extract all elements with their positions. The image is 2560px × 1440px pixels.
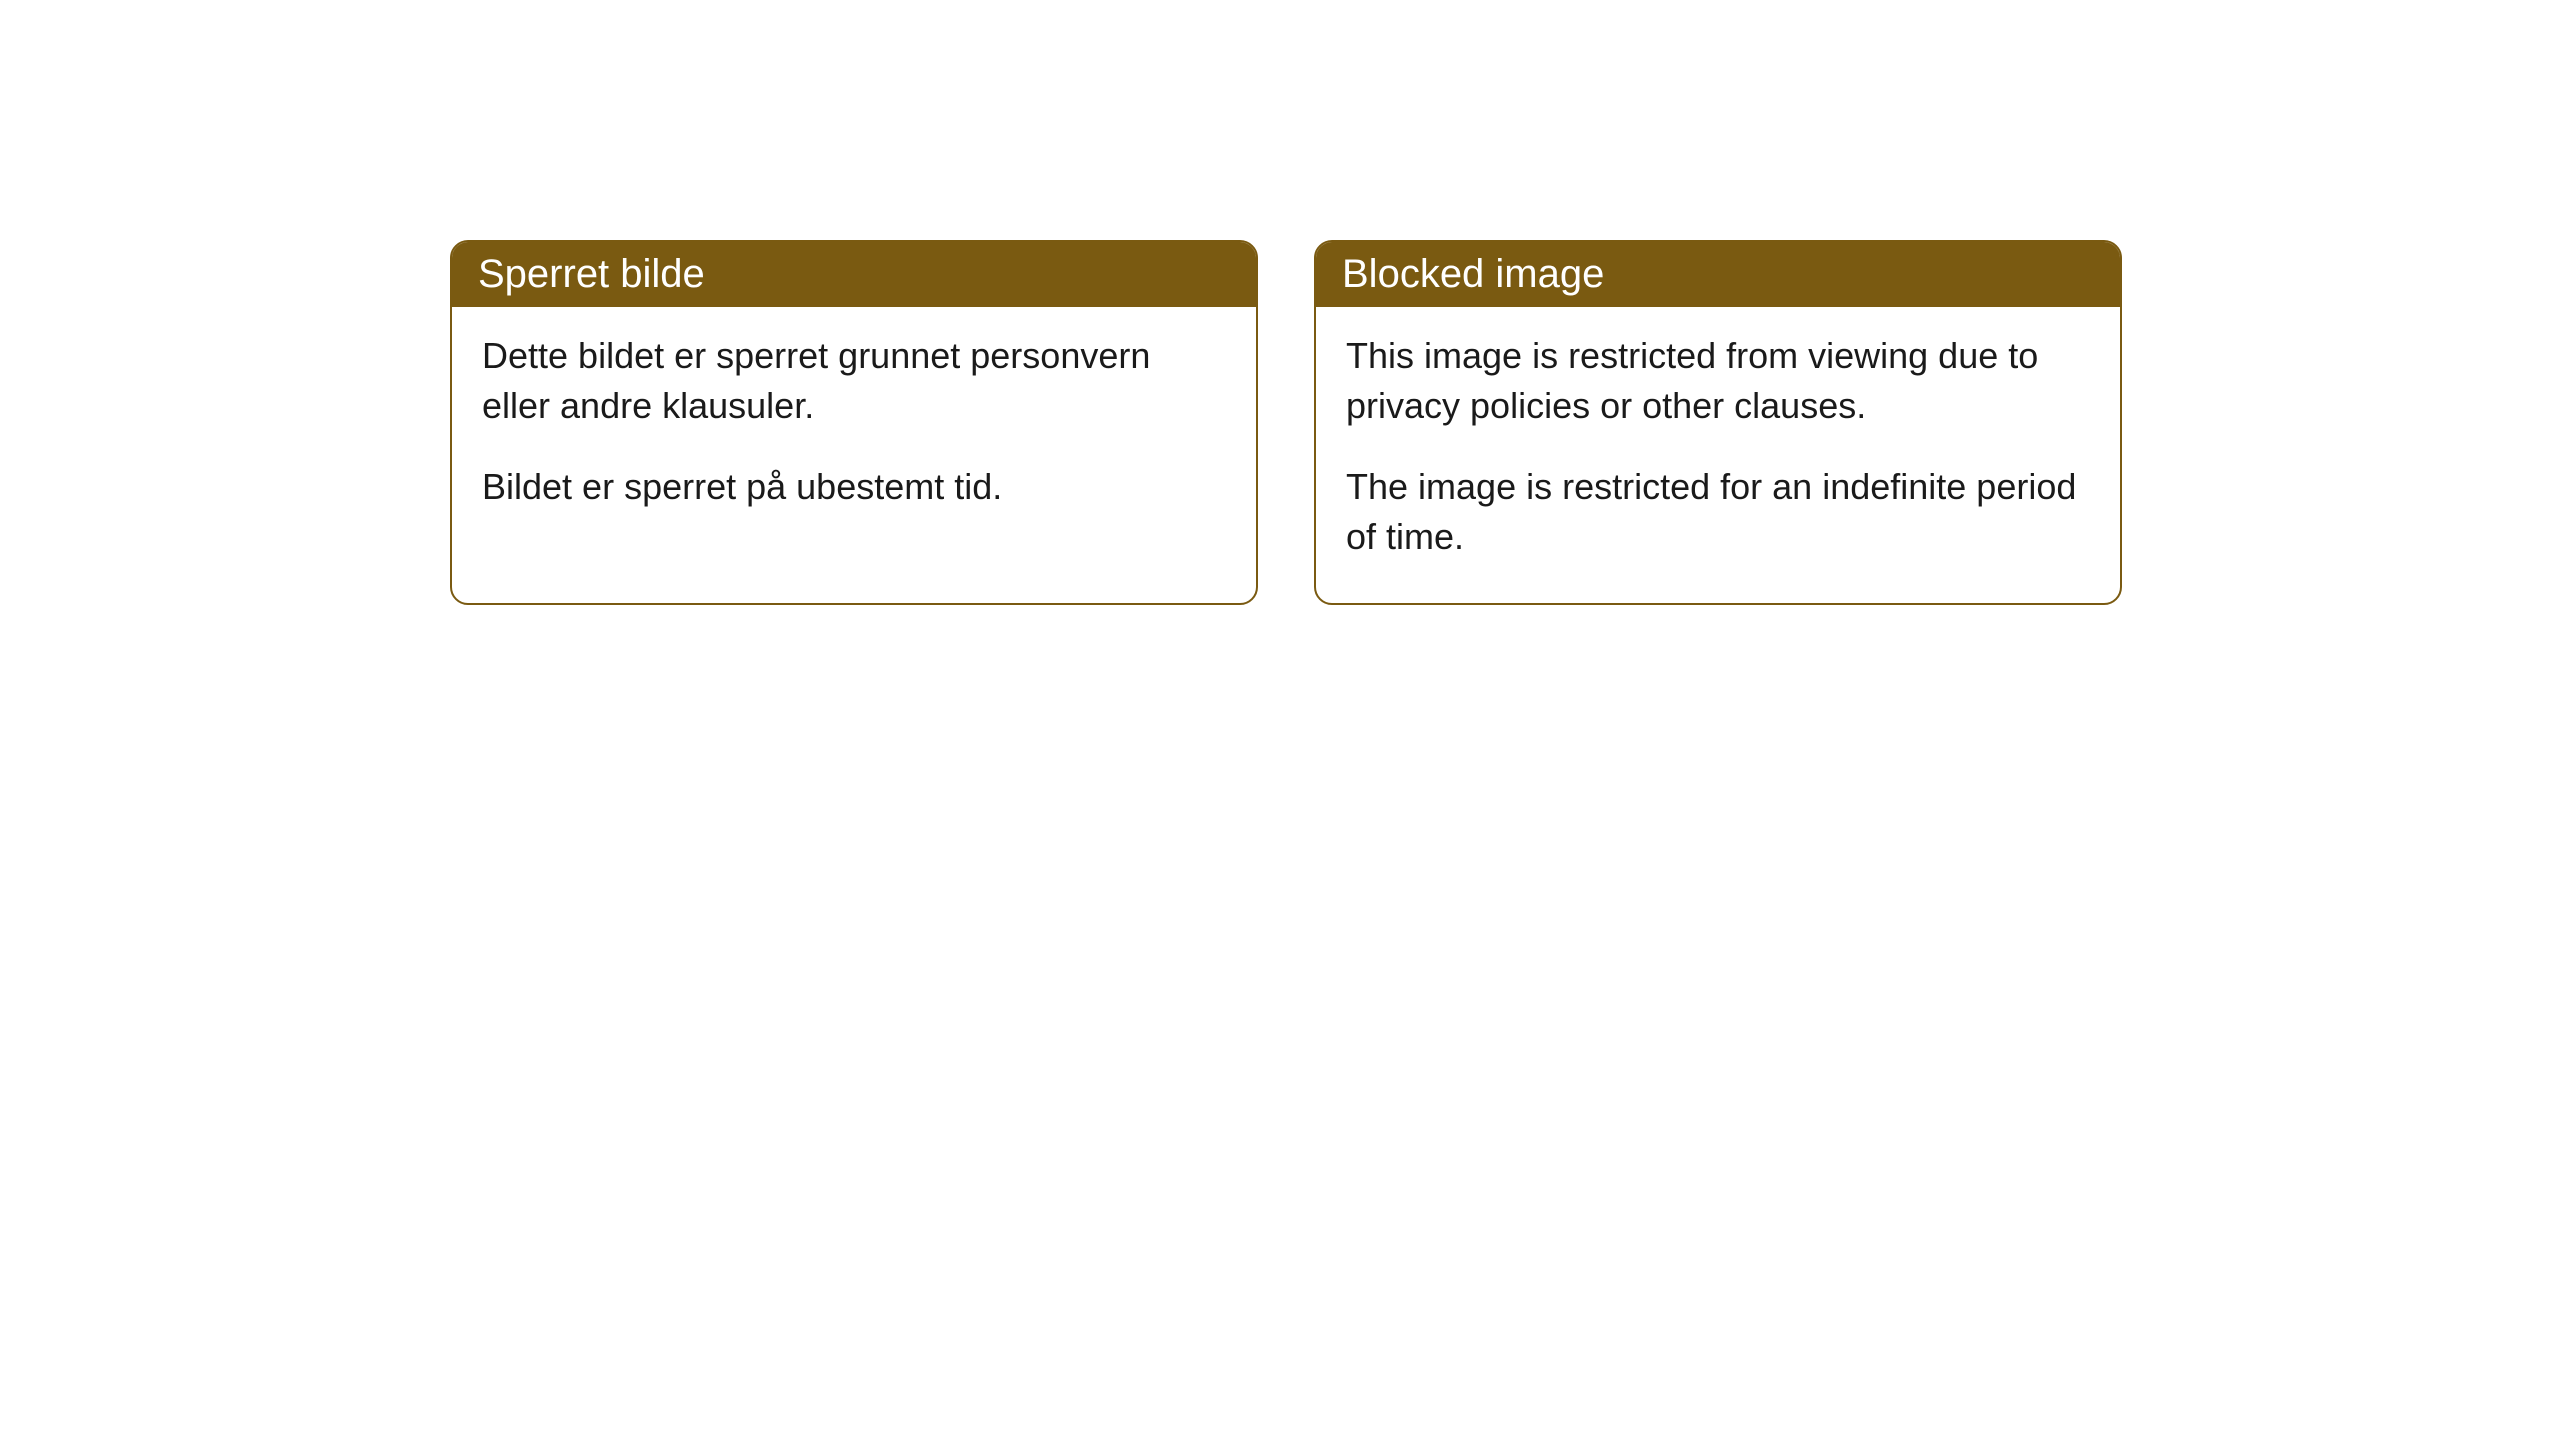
card-title: Sperret bilde: [478, 252, 705, 296]
card-paragraph: Bildet er sperret på ubestemt tid.: [482, 462, 1226, 512]
card-title: Blocked image: [1342, 252, 1604, 296]
notice-card-english: Blocked image This image is restricted f…: [1314, 240, 2122, 605]
card-header: Sperret bilde: [452, 242, 1256, 307]
card-header: Blocked image: [1316, 242, 2120, 307]
card-body: Dette bildet er sperret grunnet personve…: [452, 307, 1256, 552]
card-body: This image is restricted from viewing du…: [1316, 307, 2120, 603]
notice-card-norwegian: Sperret bilde Dette bildet er sperret gr…: [450, 240, 1258, 605]
card-paragraph: The image is restricted for an indefinit…: [1346, 462, 2090, 563]
card-paragraph: This image is restricted from viewing du…: [1346, 331, 2090, 432]
card-paragraph: Dette bildet er sperret grunnet personve…: [482, 331, 1226, 432]
notice-cards-container: Sperret bilde Dette bildet er sperret gr…: [450, 240, 2122, 605]
